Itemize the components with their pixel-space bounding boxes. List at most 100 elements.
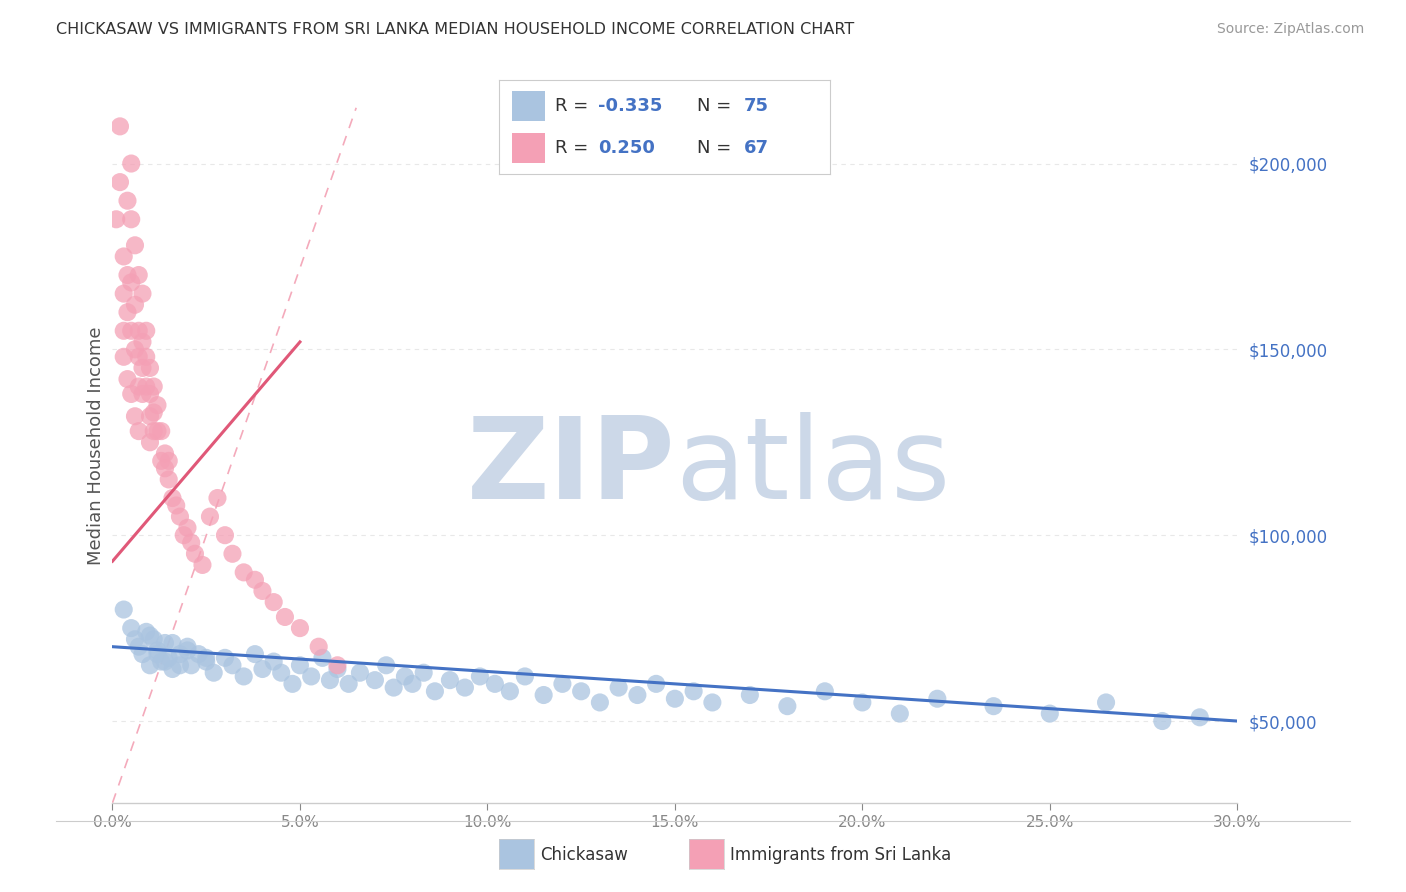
Point: [401, 677, 423, 691]
Point: [221, 658, 243, 673]
Point: [326, 658, 349, 673]
Text: Immigrants from Sri Lanka: Immigrants from Sri Lanka: [730, 846, 950, 863]
Point: [454, 681, 477, 695]
Point: [173, 528, 195, 542]
Point: [128, 350, 150, 364]
Point: [131, 387, 153, 401]
Point: [128, 424, 150, 438]
Point: [176, 643, 198, 657]
Y-axis label: Median Household Income: Median Household Income: [87, 326, 105, 566]
Point: [326, 662, 349, 676]
Point: [243, 573, 266, 587]
Point: [157, 454, 180, 468]
Point: [117, 372, 139, 386]
Point: [221, 547, 243, 561]
Point: [1152, 714, 1174, 728]
Point: [124, 343, 146, 357]
Point: [484, 677, 506, 691]
Point: [142, 379, 165, 393]
Point: [1039, 706, 1062, 721]
Point: [176, 521, 198, 535]
Point: [142, 405, 165, 419]
Point: [146, 643, 169, 657]
Point: [131, 647, 153, 661]
Text: ZIP: ZIP: [467, 412, 675, 523]
Point: [139, 409, 162, 424]
Point: [124, 238, 146, 252]
Point: [180, 658, 202, 673]
Point: [468, 669, 491, 683]
Point: [198, 509, 221, 524]
Point: [533, 688, 555, 702]
Point: [169, 647, 191, 661]
Point: [120, 276, 142, 290]
Point: [112, 602, 135, 616]
Bar: [512, 91, 546, 120]
Point: [308, 640, 330, 654]
Point: [243, 647, 266, 661]
Point: [776, 699, 799, 714]
Point: [499, 684, 522, 698]
Point: [252, 662, 274, 676]
Text: Chickasaw: Chickasaw: [540, 846, 627, 863]
Point: [139, 435, 162, 450]
Point: [157, 472, 180, 486]
Point: [150, 424, 173, 438]
Point: [131, 286, 153, 301]
Point: [117, 194, 139, 208]
Point: [214, 651, 236, 665]
Point: [202, 665, 225, 680]
Text: N =: N =: [697, 139, 737, 157]
Point: [128, 640, 150, 654]
Point: [664, 691, 686, 706]
Text: 75: 75: [744, 96, 769, 114]
Point: [169, 658, 191, 673]
Point: [394, 669, 416, 683]
Point: [299, 669, 322, 683]
Point: [124, 409, 146, 424]
Point: [195, 651, 218, 665]
Point: [150, 454, 173, 468]
Point: [108, 120, 131, 134]
Point: [682, 684, 704, 698]
Point: [142, 424, 165, 438]
Point: [738, 688, 761, 702]
Point: [252, 584, 274, 599]
Text: atlas: atlas: [675, 412, 950, 523]
Point: [112, 249, 135, 264]
Point: [889, 706, 911, 721]
Point: [311, 651, 333, 665]
Point: [232, 669, 254, 683]
Point: [162, 636, 184, 650]
Point: [105, 212, 128, 227]
Point: [382, 681, 405, 695]
Point: [551, 677, 574, 691]
Point: [128, 268, 150, 282]
Text: R =: R =: [555, 96, 595, 114]
Point: [146, 398, 169, 412]
Point: [412, 665, 434, 680]
Point: [702, 696, 724, 710]
Text: 0.250: 0.250: [599, 139, 655, 157]
Point: [349, 665, 371, 680]
Point: [142, 632, 165, 647]
Point: [626, 688, 648, 702]
Point: [112, 324, 135, 338]
Point: [281, 677, 304, 691]
Text: CHICKASAW VS IMMIGRANTS FROM SRI LANKA MEDIAN HOUSEHOLD INCOME CORRELATION CHART: CHICKASAW VS IMMIGRANTS FROM SRI LANKA M…: [56, 22, 855, 37]
Point: [337, 677, 360, 691]
Point: [120, 212, 142, 227]
Point: [120, 621, 142, 635]
Point: [1188, 710, 1211, 724]
Point: [176, 640, 198, 654]
Point: [153, 446, 176, 460]
Point: [569, 684, 592, 698]
Point: [157, 651, 180, 665]
Point: [135, 350, 157, 364]
Point: [139, 658, 162, 673]
Point: [124, 632, 146, 647]
Point: [927, 691, 949, 706]
Point: [165, 499, 187, 513]
Point: [814, 684, 837, 698]
Point: [112, 286, 135, 301]
